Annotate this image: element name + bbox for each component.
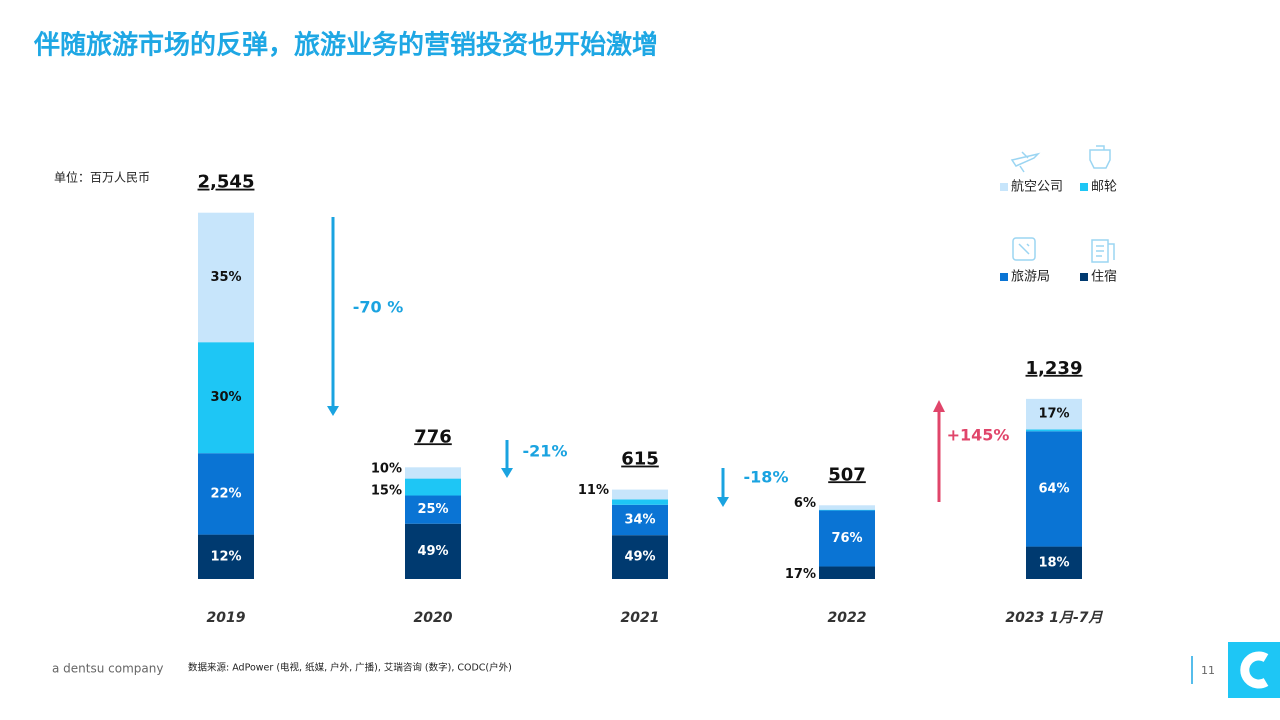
segment-label: 34% [624, 512, 655, 527]
brand: a dentsu company [52, 662, 163, 676]
category-label: 2020 [414, 610, 453, 626]
segment-label: 6% [794, 496, 816, 511]
change-label: -18% [744, 468, 789, 487]
total-label: 615 [621, 449, 659, 470]
category-label: 2023 1月-7月 [1005, 610, 1103, 626]
legend-label: 邮轮 [1091, 180, 1117, 195]
change-label: -70 % [353, 298, 404, 317]
bar-segment [198, 453, 254, 535]
bar-segment [405, 478, 461, 496]
bar-segment [198, 534, 254, 579]
bar-segment [1026, 398, 1082, 430]
legend-swatch [1080, 183, 1088, 191]
legend-swatch [1080, 273, 1088, 281]
category-label: 2019 [207, 610, 246, 626]
legend-icons [1010, 145, 1115, 263]
category-label: 2022 [828, 610, 867, 626]
segment-label: 17% [785, 567, 816, 582]
page-number: 11 [1201, 664, 1215, 677]
segment-label: 49% [624, 550, 655, 565]
bar-segment [612, 504, 668, 536]
segment-label: 35% [210, 270, 241, 285]
change-arrows [327, 217, 945, 507]
legend-swatch [1000, 273, 1008, 281]
bar-segment [819, 510, 875, 567]
slide-title: 伴随旅游市场的反弹，旅游业务的营销投资也开始激增 [33, 30, 658, 61]
bar-segment [1026, 429, 1082, 432]
bar-segment [819, 566, 875, 579]
segment-label: 15% [371, 484, 402, 499]
legend-swatch [1000, 183, 1008, 191]
total-label: 776 [414, 426, 452, 447]
bar-segment [819, 505, 875, 510]
segment-label: 64% [1038, 481, 1069, 496]
legend-label: 航空公司 [1011, 179, 1063, 195]
segment-label: 11% [578, 483, 609, 498]
segment-label: 49% [417, 544, 448, 559]
bar-segment [405, 523, 461, 579]
change-label: -21% [523, 442, 568, 461]
legend-label: 旅游局 [1011, 270, 1050, 285]
segment-label: 76% [831, 531, 862, 546]
total-label: 1,239 [1026, 358, 1083, 379]
logo [1240, 651, 1269, 689]
segment-label: 12% [210, 549, 241, 564]
segment-label: 18% [1038, 555, 1069, 570]
legend-label: 住宿 [1091, 269, 1117, 285]
change-label: +145% [947, 426, 1010, 445]
bar-segment [1026, 546, 1082, 579]
bar-segment [405, 467, 461, 479]
source-note: 数据来源: AdPower (电视, 纸媒, 户外, 广播), 艾瑞咨询 (数字… [188, 662, 512, 674]
bar-segment [612, 499, 668, 505]
total-label: 507 [828, 464, 866, 485]
segment-label: 25% [417, 502, 448, 517]
unit-label: 单位：百万人民币 [54, 170, 150, 185]
bar-segment [198, 342, 254, 454]
logo-box [1228, 642, 1280, 698]
bar-segment [819, 509, 875, 511]
segment-label: 22% [210, 486, 241, 501]
segment-label: 30% [210, 390, 241, 405]
bar-segment [198, 212, 254, 343]
bar-segment [1026, 431, 1082, 547]
bar-segment [612, 535, 668, 579]
bar-segment [405, 495, 461, 524]
segment-label: 17% [1038, 407, 1069, 422]
category-label: 2021 [621, 610, 660, 626]
bar-segment [612, 489, 668, 500]
total-label: 2,545 [198, 172, 255, 193]
segment-label: 10% [371, 461, 402, 476]
